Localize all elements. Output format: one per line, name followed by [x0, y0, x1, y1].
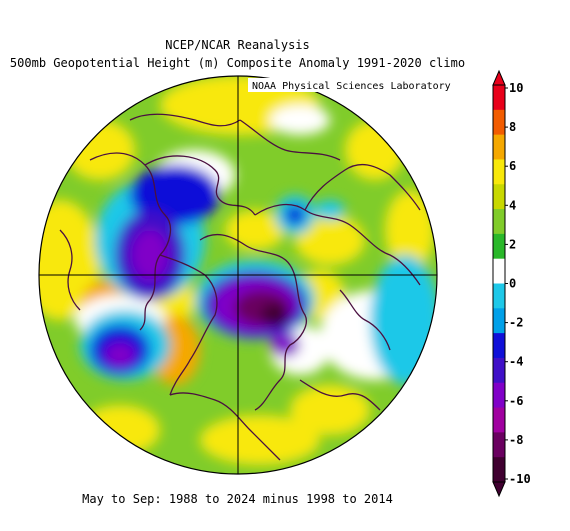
colorbar-segment: [493, 457, 505, 483]
colorbar: 10 8 6 4 2 0 -2 -4 -6 -8 -10: [492, 69, 531, 498]
colorbar-segment: [493, 134, 505, 160]
colorbar-segment: [493, 283, 505, 309]
colorbar-tick-label: 2: [509, 237, 516, 251]
polar-map: [39, 76, 437, 474]
colorbar-tick-label: -10: [509, 472, 531, 486]
colorbar-segment: [493, 159, 505, 185]
credit-box: [248, 78, 438, 92]
colorbar-tick-label: -2: [509, 316, 523, 330]
chart-caption: May to Sep: 1988 to 2024 minus 1998 to 2…: [82, 492, 393, 506]
colorbar-tick-label: 6: [509, 159, 516, 173]
map-border: [38, 75, 438, 475]
colorbar-segment: [493, 85, 505, 111]
colorbar-segment: [493, 407, 505, 433]
coastlines: [59, 113, 421, 461]
chart-subtitle: 500mb Geopotential Height (m) Composite …: [9, 56, 466, 70]
chart-title: NCEP/NCAR Reanalysis: [165, 38, 310, 52]
colorbar-segment: [493, 333, 505, 359]
colorbar-segment: [493, 382, 505, 409]
colorbar-segment: [493, 308, 505, 334]
colorbar-segment: [493, 357, 505, 384]
colorbar-tick-label: -8: [509, 433, 523, 447]
colorbar-tick-label: 10: [509, 81, 523, 95]
colorbar-segment: [493, 258, 505, 284]
colorbar-tick-label: 8: [509, 120, 516, 134]
colorbar-segment: [493, 109, 505, 136]
colorbar-segment: [493, 184, 505, 210]
anomaly-field: [39, 76, 437, 465]
colorbar-segment: [493, 233, 505, 260]
colorbar-tick-label: 4: [509, 198, 516, 212]
map-grid: [39, 76, 437, 474]
colorbar-segment: [493, 209, 505, 235]
colorbar-tick-label: 0: [509, 277, 516, 291]
colorbar-max-arrow: [492, 69, 506, 86]
colorbar-min-arrow: [492, 481, 506, 498]
credit-label: NOAA Physical Sciences Laboratory: [252, 81, 451, 92]
colorbar-tick-label: -4: [509, 355, 523, 369]
colorbar-tick-label: -6: [509, 394, 523, 408]
colorbar-segment: [493, 432, 505, 458]
